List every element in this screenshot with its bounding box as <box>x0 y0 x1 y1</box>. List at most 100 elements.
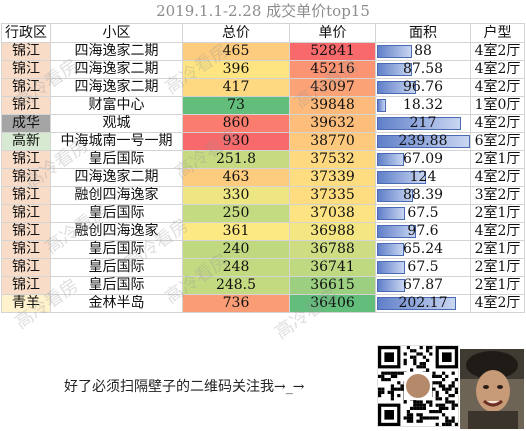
unit-price-cell: 43097 <box>289 78 376 97</box>
table-row: 锦江 皇后国际 251.8 37532 67.09 2室1厅 <box>1 150 525 169</box>
area-value: 96.76 <box>402 79 444 96</box>
area-value: 97.6 <box>407 223 439 240</box>
area-value: 239.88 <box>398 133 448 150</box>
total-price-cell: 248.5 <box>182 276 290 295</box>
area-data-bar <box>377 261 405 274</box>
area-data-bar <box>377 225 417 238</box>
total-price-cell: 330 <box>182 186 290 205</box>
area-value: 124 <box>409 169 437 186</box>
area-value: 88 <box>414 43 432 60</box>
community-cell: 中海城南一号一期 <box>50 132 183 151</box>
area-cell: 97.6 <box>375 222 471 241</box>
header-area: 面积 <box>375 23 471 43</box>
district-cell: 成华 <box>1 114 51 133</box>
unit-price-cell: 36788 <box>289 240 376 259</box>
area-data-bar <box>377 207 405 220</box>
area-cell: 96.76 <box>375 78 471 97</box>
table-row: 锦江 四海逸家二期 465 52841 88 4室2厅 <box>1 42 525 61</box>
layout-cell: 4室2厅 <box>470 60 525 79</box>
header-district: 行政区 <box>1 23 51 43</box>
total-price-cell: 250 <box>182 204 290 223</box>
area-data-bar <box>377 279 405 292</box>
area-cell: 67.5 <box>375 258 471 277</box>
unit-price-cell: 37532 <box>289 150 376 169</box>
unit-price-cell: 36741 <box>289 258 376 277</box>
table-row: 成华 观城 860 39632 217 4室2厅 <box>1 114 525 133</box>
unit-price-cell: 36615 <box>289 276 376 295</box>
district-cell: 锦江 <box>1 78 51 97</box>
area-data-bar <box>377 189 413 202</box>
total-price-cell: 465 <box>182 42 290 61</box>
table-row: 锦江 皇后国际 240 36788 65.24 2室1厅 <box>1 240 525 259</box>
community-cell: 财富中心 <box>50 96 183 115</box>
total-price-cell: 930 <box>182 132 290 151</box>
table-header-row: 行政区 小区 总价 单价 面积 户型 <box>1 23 525 43</box>
layout-cell: 4室2厅 <box>470 168 525 187</box>
header-community: 小区 <box>50 23 183 43</box>
area-data-bar <box>377 153 405 166</box>
header-total-price: 总价 <box>182 23 290 43</box>
area-cell: 87.58 <box>375 60 471 79</box>
area-cell: 88.39 <box>375 186 471 205</box>
table-row: 锦江 融创四海逸家 361 36988 97.6 4室2厅 <box>1 222 525 241</box>
unit-price-cell: 37335 <box>289 186 376 205</box>
district-cell: 锦江 <box>1 276 51 295</box>
district-cell: 锦江 <box>1 150 51 169</box>
total-price-cell: 860 <box>182 114 290 133</box>
community-cell: 观城 <box>50 114 183 133</box>
district-cell: 锦江 <box>1 42 51 61</box>
area-value: 87.58 <box>402 61 444 78</box>
district-cell: 锦江 <box>1 222 51 241</box>
community-cell: 四海逸家二期 <box>50 78 183 97</box>
transaction-table: 行政区 小区 总价 单价 面积 户型 锦江 四海逸家二期 465 52841 88 4室2… <box>1 23 525 313</box>
total-price-cell: 463 <box>182 168 290 187</box>
community-cell: 四海逸家二期 <box>50 42 183 61</box>
avatar-photo-icon <box>460 349 524 429</box>
header-unit-price: 单价 <box>289 23 376 43</box>
area-data-bar <box>377 45 413 58</box>
area-value: 18.32 <box>402 97 444 114</box>
table-row: 锦江 皇后国际 248 36741 67.5 2室1厅 <box>1 258 525 277</box>
total-price-cell: 396 <box>182 60 290 79</box>
area-value: 217 <box>409 115 437 132</box>
layout-cell: 2室1厅 <box>470 240 525 259</box>
table-title: 2019.1.1-2.28 成交单价top15 <box>156 2 370 20</box>
total-price-cell: 361 <box>182 222 290 241</box>
district-cell: 锦江 <box>1 240 51 259</box>
community-cell: 融创四海逸家 <box>50 186 183 205</box>
area-cell: 67.09 <box>375 150 471 169</box>
unit-price-cell: 39632 <box>289 114 376 133</box>
community-cell: 皇后国际 <box>50 240 183 259</box>
area-data-bar <box>377 297 456 310</box>
unit-price-cell: 36406 <box>289 294 376 313</box>
unit-price-cell: 45216 <box>289 60 376 79</box>
area-data-bar <box>377 63 413 76</box>
area-value: 67.09 <box>402 151 444 168</box>
unit-price-cell: 37339 <box>289 168 376 187</box>
qr-code <box>377 345 459 427</box>
area-data-bar <box>377 171 427 184</box>
area-value: 67.87 <box>402 277 444 294</box>
district-cell: 锦江 <box>1 258 51 277</box>
table-row: 高新 中海城南一号一期 930 38770 239.88 6室2厅 <box>1 132 525 151</box>
area-value: 67.5 <box>407 205 439 222</box>
unit-price-cell: 37038 <box>289 204 376 223</box>
area-cell: 124 <box>375 168 471 187</box>
total-price-cell: 73 <box>182 96 290 115</box>
total-price-cell: 417 <box>182 78 290 97</box>
layout-cell: 2室1厅 <box>470 276 525 295</box>
district-cell: 锦江 <box>1 204 51 223</box>
layout-cell: 1室0厅 <box>470 96 525 115</box>
table-row: 锦江 皇后国际 248.5 36615 67.87 2室1厅 <box>1 276 525 295</box>
table-row: 锦江 四海逸家二期 396 45216 87.58 4室2厅 <box>1 60 525 79</box>
area-value: 67.5 <box>407 259 439 276</box>
layout-cell: 3室2厅 <box>470 186 525 205</box>
table-row: 锦江 四海逸家二期 417 43097 96.76 4室2厅 <box>1 78 525 97</box>
area-cell: 67.5 <box>375 204 471 223</box>
table-row: 锦江 皇后国际 250 37038 67.5 2室1厅 <box>1 204 525 223</box>
area-cell: 67.87 <box>375 276 471 295</box>
total-price-cell: 251.8 <box>182 150 290 169</box>
district-cell: 锦江 <box>1 168 51 187</box>
unit-price-cell: 38770 <box>289 132 376 151</box>
area-cell: 18.32 <box>375 96 471 115</box>
